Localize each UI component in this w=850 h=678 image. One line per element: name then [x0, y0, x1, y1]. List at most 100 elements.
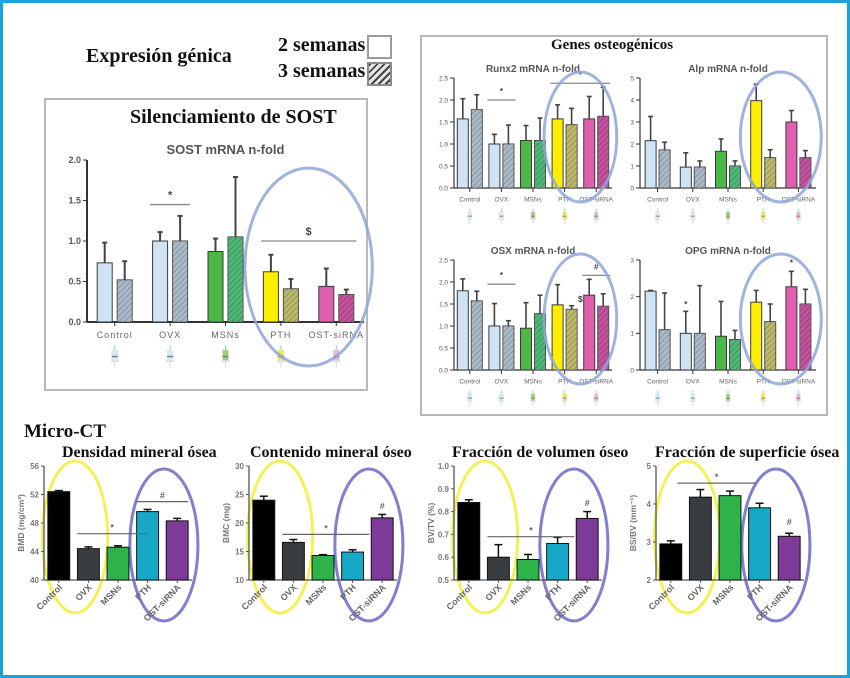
syringe-flange: [593, 400, 599, 402]
bar-hatch: [764, 157, 776, 188]
bar-hatch: [283, 288, 299, 322]
syringe-band: [222, 355, 229, 358]
syringe-barrel: [690, 393, 696, 402]
y-tick-label: 56: [30, 462, 39, 471]
syringe-icon: [561, 208, 568, 224]
significance-marker: *: [790, 258, 794, 268]
bar: [486, 556, 510, 581]
syringe-flange: [561, 400, 568, 402]
syringe-flange: [725, 400, 731, 402]
syringe-barrel: [655, 211, 660, 220]
syringe-barrel: [530, 211, 536, 220]
syringe-icon: [110, 345, 119, 368]
bar-hatch: [799, 304, 811, 370]
syringe-flange: [530, 218, 536, 220]
y-tick-label: 15: [235, 548, 244, 557]
highlight-ellipse-yellow: [41, 459, 110, 615]
x-tick-label: Control: [459, 197, 481, 204]
syringe-band: [531, 397, 535, 399]
x-tick-label: OST-siRNA: [579, 197, 613, 204]
legend-swatch-solid: [367, 35, 392, 59]
syringe-band: [594, 397, 599, 399]
bar-2-weeks: [644, 140, 657, 189]
syringe-flange: [760, 218, 766, 220]
bar: [688, 496, 712, 581]
y-tick-label: 2: [630, 141, 634, 148]
syringe-icon: [725, 208, 731, 224]
bar-2-weeks: [785, 121, 798, 189]
alp-chart: Alp mRNA n-fold 0 1 2 3 4 5 Control OVX MSNs PTH OS…: [630, 64, 823, 224]
syringe-barrel: [530, 393, 536, 402]
bar-2-weeks: [750, 100, 763, 189]
bar-2-weeks: [520, 327, 532, 371]
syringe-band: [467, 397, 472, 399]
syringe-flange: [221, 360, 230, 363]
syringe-icon: [690, 208, 696, 224]
syringe-flange: [561, 218, 568, 220]
syringe-icon: [467, 208, 473, 224]
bar: [748, 507, 772, 581]
bar-2-weeks: [679, 332, 692, 371]
syringe-barrel: [562, 211, 567, 220]
microct-subtitle-bvtv: Fracción de volumen óseo: [452, 444, 629, 461]
x-tick-label: OVX: [73, 582, 94, 603]
bar-hatch: [659, 329, 671, 370]
y-tick-label: 2: [647, 576, 652, 585]
syringe-flange: [760, 400, 766, 402]
bar-hatch: [228, 236, 243, 322]
y-tick-label: 0.7: [438, 530, 450, 539]
microct-subtitle-bmd: Densidad mineral ósea: [62, 444, 217, 461]
syringe-barrel: [499, 393, 504, 402]
x-tick-label: OST-siRNA: [782, 379, 816, 386]
y-tick-label: 5: [630, 75, 634, 82]
y-tick-label: 4: [630, 97, 634, 104]
y-tick-label: 30: [235, 462, 244, 471]
syringe-band: [655, 215, 660, 217]
syringe-barrel: [562, 393, 567, 402]
bar-hatch: [597, 116, 609, 188]
x-tick-label: MSNs: [509, 582, 534, 607]
bar-2-weeks: [644, 290, 657, 371]
syringe-flange: [276, 360, 286, 363]
bar: [659, 543, 683, 581]
sost-panel-title: Silenciamiento de SOST: [130, 106, 337, 128]
syringe-icon: [530, 208, 536, 224]
y-tick-label: 0.0: [68, 317, 81, 327]
bar: [457, 501, 481, 581]
significance-marker: #: [585, 498, 590, 508]
syringe-flange: [593, 218, 599, 220]
x-tick-label: OVX: [686, 379, 700, 386]
syringe-band: [467, 215, 472, 217]
y-tick-label: 0.0: [439, 367, 448, 374]
significance-marker: *: [684, 299, 688, 309]
syringe-icon: [654, 390, 661, 406]
syringe-barrel: [467, 211, 473, 220]
highlight-ellipse-blue: [538, 467, 610, 623]
y-tick-label: 3: [647, 538, 652, 547]
x-tick-label: OST-siRNA: [782, 197, 816, 204]
y-tick-label: 0.6: [438, 553, 450, 562]
significance-marker: $: [306, 226, 312, 238]
syringe-barrel: [796, 211, 801, 220]
significance-marker: *: [324, 523, 328, 533]
bar-2-weeks: [715, 335, 727, 371]
x-tick-label: PTH: [558, 197, 571, 204]
syringe-band: [726, 397, 730, 399]
syringe-band: [499, 397, 504, 399]
significance-marker: $: [578, 294, 583, 304]
y-tick-label: 0.9: [438, 485, 450, 494]
bar-hatch: [694, 167, 706, 188]
syringe-band: [655, 397, 660, 399]
significance-marker: *: [110, 523, 114, 533]
y-tick-label: 1: [630, 331, 634, 338]
x-tick-label: Control: [97, 330, 133, 340]
highlight-ellipse-blue: [128, 467, 200, 623]
syringe-flange: [467, 218, 473, 220]
x-tick-label: MSNs: [211, 330, 240, 340]
syringe-icon: [530, 390, 536, 406]
syringe-flange: [654, 218, 661, 220]
significance-marker: *: [579, 69, 583, 79]
significance-marker: *: [529, 526, 533, 536]
syringe-flange: [725, 218, 731, 220]
microct-title: Micro-CT: [24, 421, 106, 442]
